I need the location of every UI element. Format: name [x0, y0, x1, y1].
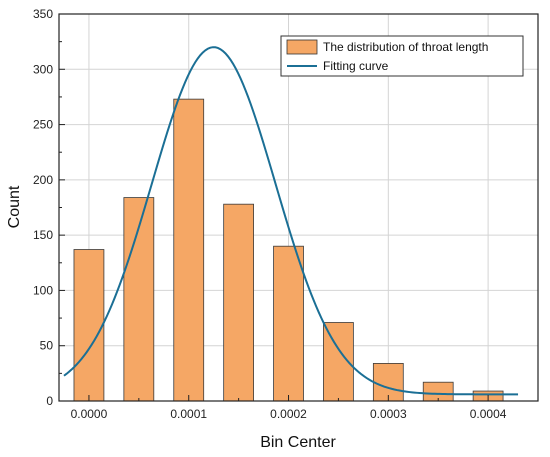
legend-label-bars: The distribution of throat length: [323, 40, 488, 54]
y-tick-label: 200: [33, 173, 53, 187]
histogram-bar: [223, 203, 254, 402]
x-tick-label: 0.0002: [270, 407, 307, 421]
axis-ticks: 0.0000 0.0001 0.0002 0.0003 0.0004 0 50 100 150 2…: [33, 7, 507, 421]
histogram-bar: [173, 98, 205, 402]
y-tick-label: 50: [40, 339, 54, 353]
histogram-bar: [273, 245, 304, 402]
y-tick-label: 350: [33, 7, 53, 21]
x-tick-label: 0.0004: [470, 407, 507, 421]
legend-swatch-bars: [286, 39, 318, 55]
y-tick-label: 0: [46, 394, 53, 408]
x-tick-label: 0.0003: [370, 407, 407, 421]
histogram-bar: [123, 197, 155, 402]
x-tick-label: 0.0001: [170, 407, 207, 421]
histogram-bar: [73, 249, 105, 402]
x-axis-title: Bin Center: [260, 434, 336, 451]
legend-box: [280, 35, 524, 77]
y-tick-label: 100: [33, 283, 53, 297]
legend: The distribution of throat length Fittin…: [280, 35, 524, 77]
bars: [73, 98, 504, 402]
x-tick-label: 0.0000: [71, 407, 108, 421]
y-tick-label: 300: [33, 62, 53, 76]
y-axis-title: Count: [6, 185, 23, 228]
histogram-bar: [372, 363, 404, 402]
y-tick-label: 150: [33, 228, 53, 242]
y-tick-label: 250: [33, 118, 53, 132]
legend-label-curve: Fitting curve: [323, 59, 389, 73]
fitting-curve-line: [63, 46, 519, 396]
